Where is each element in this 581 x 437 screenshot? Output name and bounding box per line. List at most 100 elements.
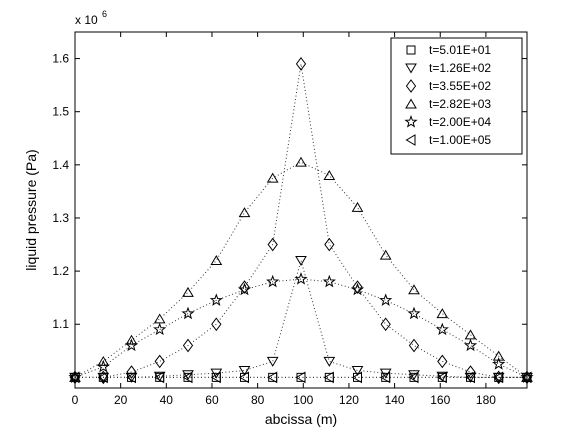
legend-marker	[404, 115, 418, 128]
x-tick-labels: 0 20 40 60 80 100 120 140 160 180	[72, 393, 497, 407]
legend-marker	[406, 45, 416, 55]
x-tick-label: 0	[72, 393, 79, 407]
y-tick-label: 1.1	[52, 317, 69, 331]
y-multiplier-base: x 10	[75, 13, 98, 27]
data-point	[182, 286, 194, 297]
data-point	[493, 371, 504, 384]
x-axis-label: abcissa (m)	[265, 411, 337, 427]
series-line-4	[74, 161, 528, 378]
data-point	[322, 274, 336, 288]
data-point	[266, 356, 279, 367]
legend-box	[390, 37, 523, 155]
data-point	[463, 338, 478, 352]
y-tick-label: 1.3	[52, 211, 69, 225]
y-multiplier-exponent: 6	[102, 9, 107, 19]
data-point	[154, 354, 165, 369]
data-point	[465, 365, 476, 379]
data-point	[239, 280, 250, 294]
y-tick-label: 1.4	[52, 158, 69, 172]
data-point	[295, 156, 307, 167]
series-2-points	[69, 255, 533, 383]
data-point	[521, 371, 533, 382]
data-point	[239, 371, 249, 384]
legend-label: t=2.00E+04	[429, 115, 491, 129]
data-point	[124, 338, 139, 352]
x-tick-label: 120	[339, 393, 359, 407]
data-point	[493, 370, 504, 385]
legend-entry: t=3.55E+02	[405, 79, 491, 93]
legend-entry: t=5.01E+01	[406, 43, 491, 57]
legend-entry: t=1.00E+05	[405, 133, 491, 147]
data-point	[408, 371, 419, 384]
data-point	[352, 280, 363, 294]
data-point	[379, 293, 393, 306]
data-point	[238, 365, 251, 376]
data-point	[295, 57, 307, 71]
data-point	[408, 338, 420, 353]
data-point	[266, 172, 279, 183]
y-tick-labels: 1.1 1.2 1.3 1.4 1.5 1.6	[52, 52, 69, 332]
data-point	[69, 371, 80, 384]
data-point	[182, 370, 194, 381]
data-point	[238, 207, 251, 218]
legend: t=5.01E+01 t=1.26E+02 t=3.55E+02 t=2.82E+03…	[390, 37, 523, 155]
data-point	[153, 322, 167, 336]
x-tick-label: 20	[114, 393, 128, 407]
data-point	[126, 371, 136, 384]
data-point	[464, 372, 477, 383]
data-point	[350, 282, 365, 296]
legend-marker	[405, 98, 417, 109]
data-point	[96, 359, 110, 373]
data-point	[97, 372, 110, 383]
x-tick-label: 100	[293, 393, 313, 407]
data-point	[407, 306, 421, 320]
data-point	[182, 338, 194, 353]
data-point	[267, 237, 278, 252]
series-markers	[68, 57, 534, 385]
legend-entry: t=2.00E+04	[404, 115, 491, 129]
y-tick-label: 1.2	[52, 264, 69, 278]
data-point	[294, 272, 308, 285]
y-tick-label: 1.6	[52, 52, 69, 66]
data-point	[380, 317, 391, 332]
legend-label: t=5.01E+01	[429, 43, 491, 57]
data-point	[181, 306, 195, 320]
data-point	[380, 371, 391, 384]
legend-label: t=2.82E+03	[429, 97, 491, 111]
data-point	[98, 370, 109, 385]
data-point	[210, 254, 223, 265]
legend-marker	[405, 134, 416, 146]
series-lines	[74, 63, 528, 378]
plot-frame	[74, 31, 528, 389]
data-point	[295, 255, 307, 266]
data-point	[436, 308, 449, 319]
legend-marker	[405, 79, 417, 93]
data-point	[436, 371, 447, 384]
legend-label: t=3.55E+02	[429, 79, 491, 93]
data-point	[266, 274, 280, 288]
data-point	[323, 371, 334, 384]
data-point	[465, 371, 475, 384]
y-axis-multiplier: x 10 6	[75, 9, 107, 27]
data-point	[379, 249, 392, 260]
data-point	[97, 371, 108, 384]
x-tick-label: 40	[160, 393, 174, 407]
x-tick-label: 60	[205, 393, 219, 407]
data-point	[295, 371, 306, 384]
data-point	[154, 371, 165, 384]
y-axis-label: liquid pressure (Pa)	[23, 149, 39, 270]
data-point	[324, 237, 335, 252]
data-point	[125, 372, 138, 383]
x-tick-label: 160	[430, 393, 450, 407]
data-point	[351, 365, 364, 376]
data-point	[210, 371, 221, 384]
data-point	[125, 334, 138, 345]
data-point	[69, 371, 81, 382]
data-point	[126, 365, 137, 379]
data-point	[408, 284, 420, 295]
x-tick-label: 80	[251, 393, 265, 407]
data-point	[492, 357, 506, 370]
legend-entry: t=2.82E+03	[405, 97, 491, 111]
data-point	[408, 370, 420, 381]
